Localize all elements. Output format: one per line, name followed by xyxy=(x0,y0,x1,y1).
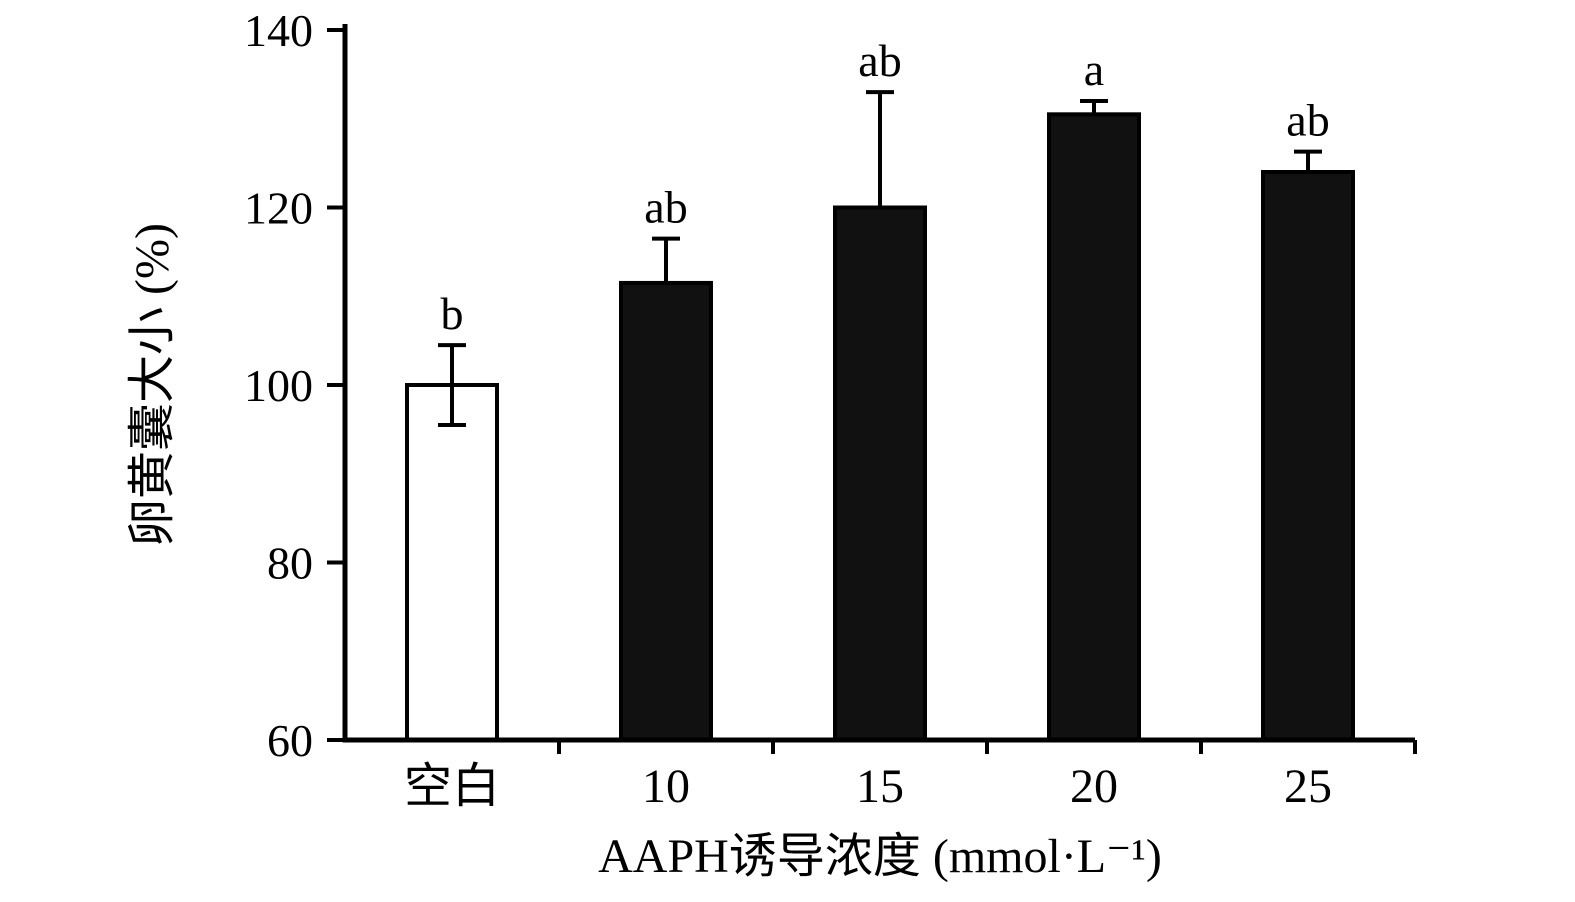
sig-letter: ab xyxy=(1286,95,1329,146)
y-tick-label: 120 xyxy=(244,183,313,234)
category-label: 15 xyxy=(856,760,904,813)
bar xyxy=(1047,112,1141,742)
category-label: 空白 xyxy=(404,760,500,813)
bar xyxy=(833,205,927,742)
y-tick-label: 140 xyxy=(244,5,313,56)
y-tick-label: 80 xyxy=(267,538,313,589)
sig-letter: ab xyxy=(858,35,901,86)
y-axis-label: 卵黄囊大小 (%) xyxy=(126,223,179,547)
y-tick-label: 100 xyxy=(244,360,313,411)
category-label: 20 xyxy=(1070,760,1118,813)
x-axis-label: AAPH诱导浓度 (mmol·L⁻¹) xyxy=(598,830,1162,883)
bar xyxy=(619,280,713,742)
category-label: 10 xyxy=(642,760,690,813)
bar xyxy=(1261,170,1355,742)
y-tick-label: 60 xyxy=(267,715,313,766)
category-label: 25 xyxy=(1284,760,1332,813)
bar xyxy=(405,383,499,742)
sig-letter: b xyxy=(441,288,464,339)
sig-letter: a xyxy=(1084,44,1104,95)
sig-letter: ab xyxy=(644,182,687,233)
